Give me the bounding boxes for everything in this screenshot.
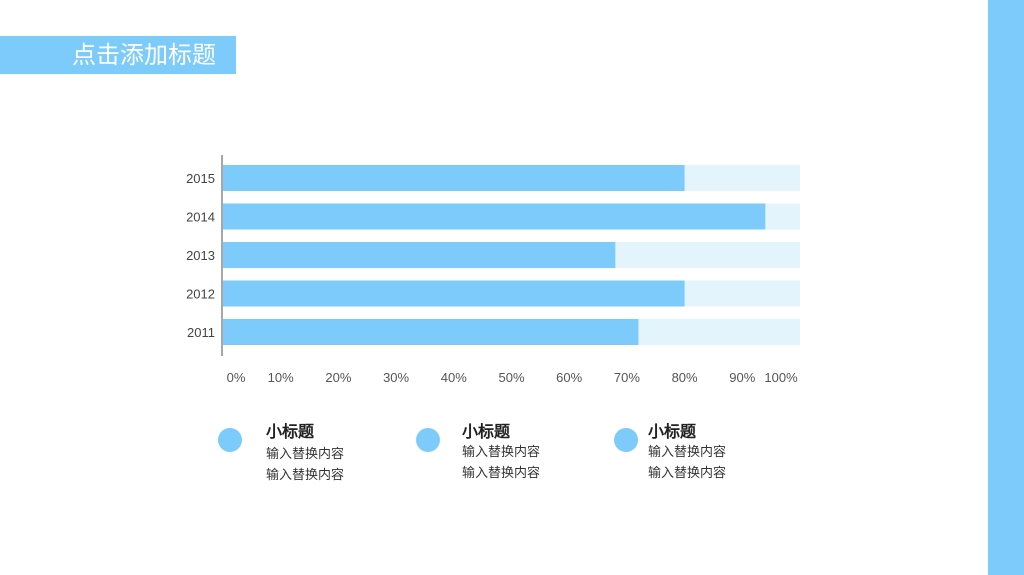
x-tick-label: 60% xyxy=(556,370,582,385)
legend-text[interactable]: 输入替换内容 输入替换内容 xyxy=(648,442,726,484)
bar-2011 xyxy=(223,319,639,345)
legend-line: 输入替换内容 xyxy=(462,445,541,460)
bar-2012 xyxy=(223,280,685,307)
y-tick-labels: 2015 2014 2013 2012 2011 xyxy=(186,171,215,340)
y-tick-label: 2015 xyxy=(186,171,215,186)
legend-line: 输入替换内容 xyxy=(648,466,727,481)
legend-title[interactable]: 小标题 xyxy=(648,422,697,441)
y-tick-label: 2013 xyxy=(186,248,215,263)
bar-2013 xyxy=(223,242,616,268)
legend-dot-icon xyxy=(416,428,440,452)
legend-line: 输入替换内容 xyxy=(266,468,345,483)
bar-remainder-2014 xyxy=(765,203,800,230)
legend-title[interactable]: 小标题 xyxy=(266,422,315,441)
x-tick-label: 20% xyxy=(325,370,351,385)
bar-2014 xyxy=(223,203,766,230)
x-tick-label: 80% xyxy=(672,370,698,385)
x-tick-label: 50% xyxy=(498,370,524,385)
bar-2015 xyxy=(223,165,685,191)
bar-remainder-2013 xyxy=(615,242,800,268)
x-tick-label: 90% xyxy=(729,370,755,385)
right-accent-band xyxy=(988,0,1024,575)
x-tick-label: 10% xyxy=(268,370,294,385)
x-tick-label: 40% xyxy=(441,370,467,385)
y-tick-label: 2014 xyxy=(186,210,215,225)
legend-text[interactable]: 输入替换内容 输入替换内容 xyxy=(462,442,540,484)
legend-text[interactable]: 输入替换内容 输入替换内容 xyxy=(266,444,344,486)
bar-remainder-2015 xyxy=(684,165,800,191)
x-tick-label: 0% xyxy=(227,370,246,385)
x-tick-label: 30% xyxy=(383,370,409,385)
legend-line: 输入替换内容 xyxy=(648,445,727,460)
slide-title[interactable]: 点击添加标题 xyxy=(72,41,216,69)
bar-remainder-2012 xyxy=(684,280,800,307)
bar-series xyxy=(223,165,766,345)
y-tick-label: 2012 xyxy=(186,287,215,302)
bar-tracks xyxy=(615,165,800,345)
legend-dot-icon xyxy=(218,428,242,452)
title-banner xyxy=(0,36,236,74)
legend-dot-icon xyxy=(614,428,638,452)
legend-title[interactable]: 小标题 xyxy=(462,422,511,441)
legend-line: 输入替换内容 xyxy=(462,466,541,481)
legend-line: 输入替换内容 xyxy=(266,447,345,462)
x-tick-label: 70% xyxy=(614,370,640,385)
x-tick-labels: 0% 10% 20% 30% 40% 50% 60% 70% 80% 90% 100% xyxy=(227,370,798,385)
bar-remainder-2011 xyxy=(638,319,800,345)
x-tick-label: 100% xyxy=(764,370,798,385)
y-tick-label: 2011 xyxy=(187,325,215,340)
